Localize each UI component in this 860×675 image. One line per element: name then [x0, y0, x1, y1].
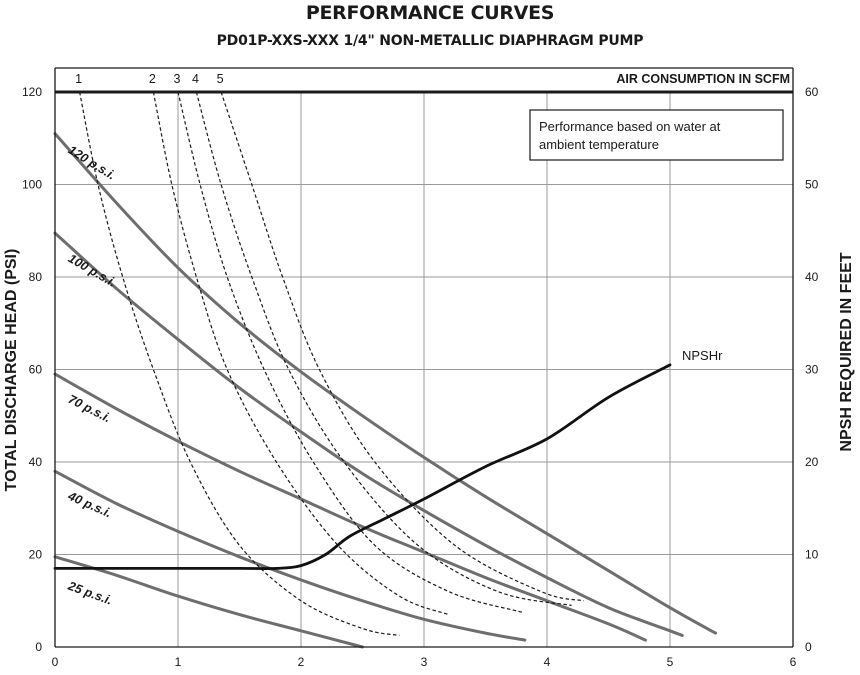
y2-tick-label-30: 30 — [805, 363, 819, 377]
air-consumption-curve-2 — [152, 91, 449, 616]
pressure-curve-1 — [53, 132, 717, 635]
chart-title: PERFORMANCE CURVES — [305, 2, 555, 24]
x-tick-label-6: 6 — [790, 655, 797, 669]
y2-tick-label-20: 20 — [805, 455, 819, 469]
annotation-line-2: ambient temperature — [539, 137, 659, 152]
y-tick-label-0: 0 — [35, 640, 42, 654]
air-consumption-label-4: 4 — [192, 72, 199, 86]
npshr-curve — [53, 363, 672, 570]
pressure-curve-5 — [53, 555, 364, 649]
pressure-curve-4 — [53, 469, 527, 642]
plot-frame — [54, 67, 794, 648]
pressure-label-5: 25 p.s.i. — [65, 579, 114, 608]
x-tick-label-3: 3 — [421, 655, 428, 669]
pressure-label-2: 100 p.s.i. — [66, 251, 119, 290]
y2-axis-title: NPSH REQUIRED IN FEET — [838, 252, 855, 451]
pressure-label-3: 70 p.s.i. — [66, 392, 113, 425]
y-tick-label-100: 100 — [22, 178, 42, 192]
y2-tick-label-50: 50 — [805, 178, 819, 192]
y-tick-label-80: 80 — [29, 270, 43, 284]
y-tick-label-120: 120 — [22, 85, 42, 99]
y2-tick-label-60: 60 — [805, 85, 819, 99]
pressure-curve-3 — [53, 372, 647, 642]
x-tick-label-0: 0 — [52, 655, 59, 669]
y-tick-label-40: 40 — [29, 455, 43, 469]
y2-tick-label-40: 40 — [805, 270, 819, 284]
y-axis-title: TOTAL DISCHARGE HEAD (PSI) — [3, 249, 20, 492]
pressure-curve-2 — [53, 231, 684, 637]
air-consumption-curve-4 — [195, 91, 572, 606]
air-consumption-label-1: 1 — [75, 72, 82, 86]
chart-subtitle: PD01P-XXS-XXX 1/4" NON-METALLIC DIAPHRAG… — [216, 33, 644, 49]
air-consumption-label-2: 2 — [149, 72, 156, 86]
grid-lines — [54, 91, 794, 648]
x-tick-label-4: 4 — [544, 655, 551, 669]
x-tick-label-2: 2 — [298, 655, 305, 669]
y-tick-label-20: 20 — [29, 548, 43, 562]
pressure-label-4: 40 p.s.i. — [65, 489, 114, 521]
y2-tick-label-0: 0 — [805, 640, 812, 654]
air-consumption-label-5: 5 — [217, 72, 224, 86]
curve-layer — [53, 91, 717, 649]
npshr-label: NPSHr — [682, 348, 723, 363]
air-consumption-curve-3 — [177, 91, 523, 613]
air-consumption-curve-1 — [79, 91, 400, 636]
annotation-box — [529, 109, 784, 161]
y2-tick-label-10: 10 — [805, 548, 819, 562]
air-consumption-curve-5 — [220, 91, 585, 602]
x-tick-label-5: 5 — [667, 655, 674, 669]
x-tick-label-1: 1 — [175, 655, 182, 669]
y-tick-label-60: 60 — [29, 363, 43, 377]
annotation-line-1: Performance based on water at — [539, 119, 721, 134]
top-axis-label: AIR CONSUMPTION IN SCFM — [616, 72, 790, 86]
air-consumption-label-3: 3 — [174, 72, 181, 86]
